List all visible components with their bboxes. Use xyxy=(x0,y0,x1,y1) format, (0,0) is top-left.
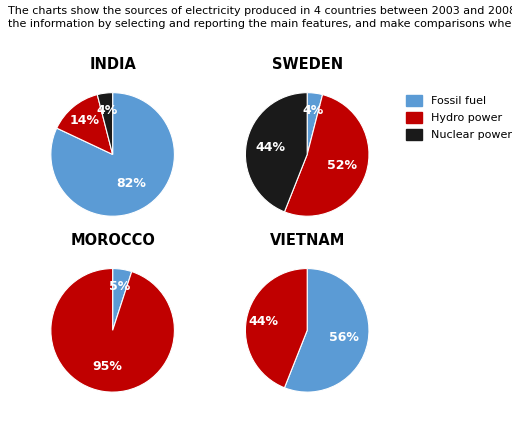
Text: 52%: 52% xyxy=(328,160,357,172)
Wedge shape xyxy=(51,269,175,392)
Wedge shape xyxy=(285,269,369,392)
Text: 5%: 5% xyxy=(109,280,130,293)
Wedge shape xyxy=(113,269,132,330)
Wedge shape xyxy=(57,95,113,154)
Title: INDIA: INDIA xyxy=(89,57,136,72)
Text: 44%: 44% xyxy=(248,315,279,329)
Text: 56%: 56% xyxy=(329,331,358,344)
Title: SWEDEN: SWEDEN xyxy=(272,57,343,72)
Wedge shape xyxy=(245,269,307,388)
Wedge shape xyxy=(51,93,175,216)
Text: the information by selecting and reporting the main features, and make compariso: the information by selecting and reporti… xyxy=(8,19,512,29)
Text: 14%: 14% xyxy=(69,114,99,127)
Text: The charts show the sources of electricity produced in 4 countries between 2003 : The charts show the sources of electrici… xyxy=(8,6,512,16)
Wedge shape xyxy=(307,93,323,154)
Title: VIETNAM: VIETNAM xyxy=(269,233,345,248)
Title: MOROCCO: MOROCCO xyxy=(70,233,155,248)
Wedge shape xyxy=(97,93,113,154)
Text: 82%: 82% xyxy=(116,177,146,190)
Text: 4%: 4% xyxy=(96,104,118,117)
Legend: Fossil fuel, Hydro power, Nuclear power: Fossil fuel, Hydro power, Nuclear power xyxy=(402,91,512,143)
Text: 4%: 4% xyxy=(302,104,324,117)
Text: 95%: 95% xyxy=(92,360,122,373)
Text: 44%: 44% xyxy=(256,141,286,154)
Wedge shape xyxy=(285,95,369,216)
Wedge shape xyxy=(245,93,307,212)
